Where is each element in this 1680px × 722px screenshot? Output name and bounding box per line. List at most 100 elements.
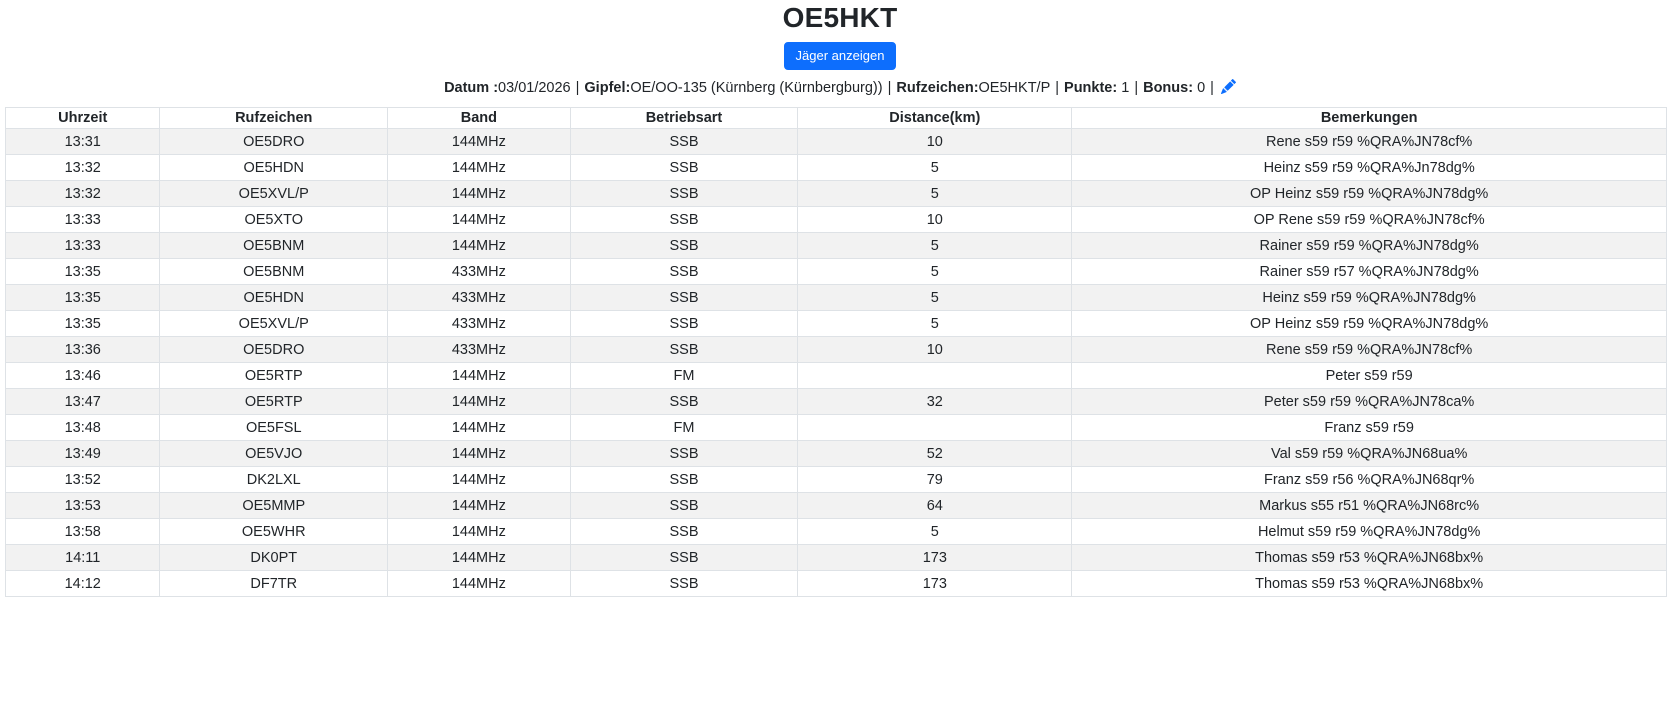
cell-band: 144MHz [387,232,571,260]
cell-uhrzeit: 13:58 [4,518,161,546]
cell-bemerkungen: Rainer s59 r59 %QRA%JN78dg% [1071,232,1667,260]
cell-bemerkungen: OP Rene s59 r59 %QRA%JN78cf% [1071,206,1667,234]
cell-rufzeichen: OE5XVL/P [159,310,389,338]
page-title: OE5HKT [782,2,898,33]
cell-band: 433MHz [387,258,571,286]
cell-rufzeichen: OE5HDN [159,284,389,312]
cell-bemerkungen: Rene s59 r59 %QRA%JN78cf% [1071,336,1667,364]
cell-rufzeichen: OE5RTP [159,388,389,416]
cell-uhrzeit: 14:11 [4,544,161,572]
table-row: 13:31 OE5DRO 144MHz SSB 10 Rene s59 r59 … [4,128,1667,156]
table-body: 13:31 OE5DRO 144MHz SSB 10 Rene s59 r59 … [4,128,1667,598]
cell-uhrzeit: 13:35 [4,284,161,312]
column-header-betriebsart: Betriebsart [569,107,799,130]
bonus-value: 0 [1197,80,1206,97]
cell-betriebsart: SSB [569,544,799,572]
cell-betriebsart: SSB [569,492,799,520]
table-row: 13:35 OE5HDN 433MHz SSB 5 Heinz s59 r59 … [4,284,1667,312]
cell-bemerkungen: Helmut s59 r59 %QRA%JN78dg% [1071,518,1667,546]
cell-band: 144MHz [387,128,571,156]
cell-rufzeichen: DF7TR [159,570,389,598]
cell-band: 144MHz [387,362,571,390]
cell-uhrzeit: 13:35 [4,258,161,286]
column-header-distance: Distance(km) [797,107,1073,130]
cell-uhrzeit: 13:49 [4,440,161,468]
cell-distance: 64 [797,492,1073,520]
meta-separator: | [1055,80,1060,97]
cell-distance: 5 [797,180,1073,208]
cell-distance: 5 [797,310,1073,338]
cell-rufzeichen: OE5BNM [159,232,389,260]
table-row: 13:35 OE5BNM 433MHz SSB 5 Rainer s59 r57… [4,258,1667,286]
cell-distance: 173 [797,570,1073,598]
cell-rufzeichen: OE5BNM [159,258,389,286]
table-row: 14:12 DF7TR 144MHz SSB 173 Thomas s59 r5… [4,570,1667,598]
show-hunters-button[interactable]: Jäger anzeigen [783,42,897,71]
cell-distance: 5 [797,258,1073,286]
cell-rufzeichen: DK0PT [159,544,389,572]
cell-betriebsart: SSB [569,284,799,312]
cell-bemerkungen: Heinz s59 r59 %QRA%JN78dg% [1071,284,1667,312]
cell-rufzeichen: OE5DRO [159,336,389,364]
cell-rufzeichen: OE5WHR [159,518,389,546]
cell-uhrzeit: 13:32 [4,180,161,208]
cell-uhrzeit: 13:47 [4,388,161,416]
rufzeichen-label: Rufzeichen: [896,80,979,97]
cell-uhrzeit: 13:46 [4,362,161,390]
cell-betriebsart: SSB [569,232,799,260]
cell-bemerkungen: Rainer s59 r57 %QRA%JN78dg% [1071,258,1667,286]
cell-uhrzeit: 13:33 [4,206,161,234]
cell-band: 144MHz [387,206,571,234]
column-header-rufzeichen: Rufzeichen [159,107,389,130]
column-header-bemerkungen: Bemerkungen [1071,107,1667,130]
cell-bemerkungen: Rene s59 r59 %QRA%JN78cf% [1071,128,1667,156]
cell-bemerkungen: Franz s59 r59 [1071,414,1667,442]
cell-band: 144MHz [387,466,571,494]
cell-distance [797,362,1073,390]
cell-betriebsart: SSB [569,180,799,208]
cell-rufzeichen: OE5FSL [159,414,389,442]
cell-betriebsart: SSB [569,336,799,364]
cell-band: 144MHz [387,154,571,182]
cell-uhrzeit: 14:12 [4,570,161,598]
cell-rufzeichen: OE5XTO [159,206,389,234]
cell-band: 433MHz [387,310,571,338]
cell-rufzeichen: OE5DRO [159,128,389,156]
meta-separator: | [575,80,580,97]
cell-betriebsart: SSB [569,206,799,234]
table-row: 13:36 OE5DRO 433MHz SSB 10 Rene s59 r59 … [4,336,1667,364]
meta-separator: | [887,80,892,97]
table-row: 13:47 OE5RTP 144MHz SSB 32 Peter s59 r59… [4,388,1667,416]
cell-bemerkungen: Thomas s59 r53 %QRA%JN68bx% [1071,544,1667,572]
cell-band: 144MHz [387,544,571,572]
table-row: 13:33 OE5BNM 144MHz SSB 5 Rainer s59 r59… [4,232,1667,260]
punkte-value: 1 [1121,80,1130,97]
cell-uhrzeit: 13:32 [4,154,161,182]
button-row: Jäger anzeigen [0,42,1680,71]
cell-uhrzeit: 13:31 [4,128,161,156]
cell-distance: 173 [797,544,1073,572]
cell-betriebsart: SSB [569,128,799,156]
edit-pencil-icon[interactable] [1220,79,1236,98]
cell-uhrzeit: 13:33 [4,232,161,260]
cell-distance: 79 [797,466,1073,494]
cell-uhrzeit: 13:36 [4,336,161,364]
column-header-band: Band [387,107,571,130]
cell-band: 144MHz [387,570,571,598]
cell-betriebsart: SSB [569,570,799,598]
cell-band: 144MHz [387,180,571,208]
table-row: 13:58 OE5WHR 144MHz SSB 5 Helmut s59 r59… [4,518,1667,546]
cell-band: 433MHz [387,284,571,312]
cell-band: 144MHz [387,388,571,416]
datum-value: 03/01/2026 [498,80,571,97]
column-header-uhrzeit: Uhrzeit [4,107,161,130]
cell-distance: 5 [797,232,1073,260]
cell-band: 144MHz [387,440,571,468]
table-row: 13:52 DK2LXL 144MHz SSB 79 Franz s59 r56… [4,466,1667,494]
cell-distance [797,414,1073,442]
cell-betriebsart: SSB [569,440,799,468]
cell-distance: 10 [797,206,1073,234]
table-row: 13:53 OE5MMP 144MHz SSB 64 Markus s55 r5… [4,492,1667,520]
punkte-label: Punkte: [1064,80,1118,97]
cell-bemerkungen: Peter s59 r59 %QRA%JN78ca% [1071,388,1667,416]
